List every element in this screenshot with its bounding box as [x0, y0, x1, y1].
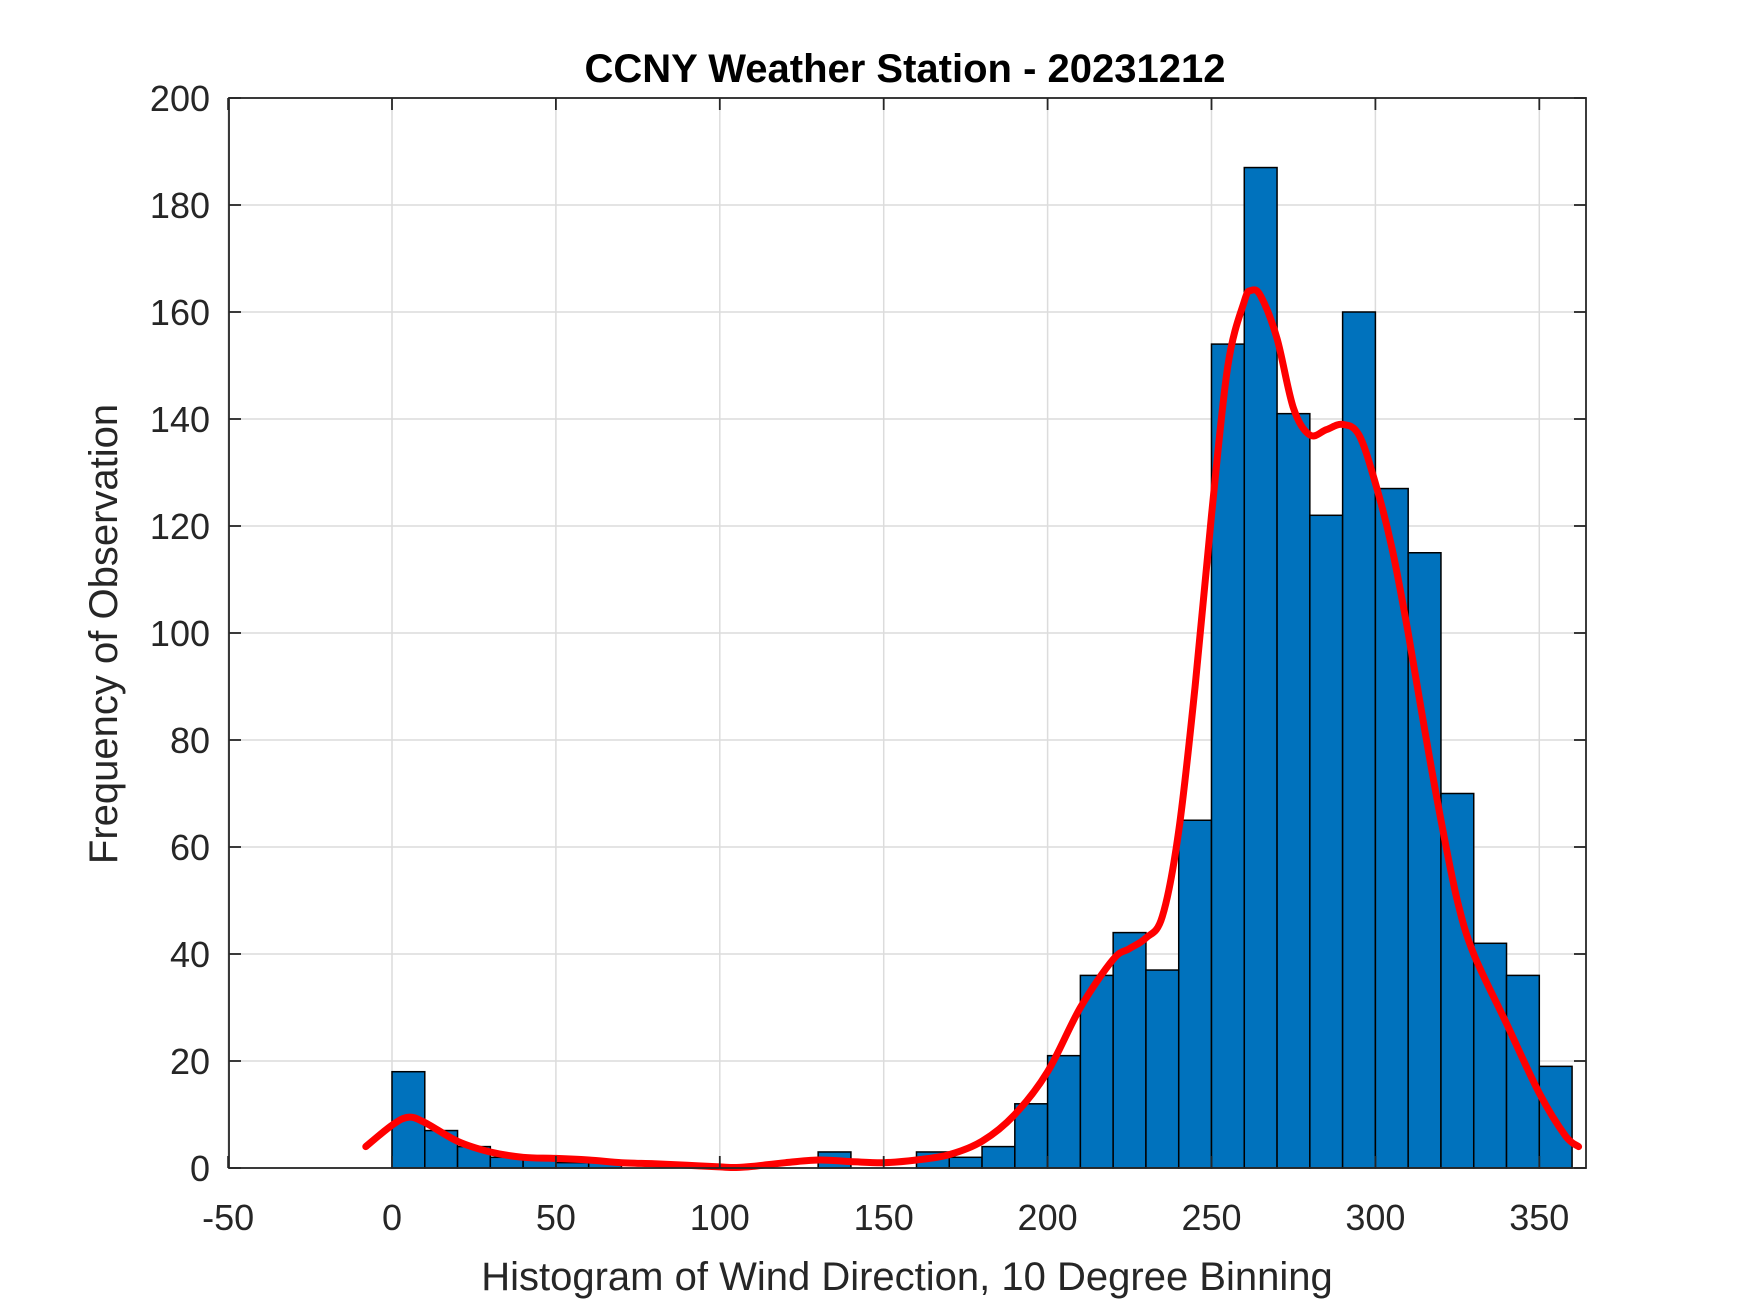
y-tick-label: 100 — [150, 613, 210, 654]
histogram-bar — [1505, 974, 1541, 1169]
y-tick-label: 180 — [150, 185, 210, 226]
y-tick-label: 140 — [150, 399, 210, 440]
histogram-bar — [1112, 931, 1147, 1169]
histogram-bar — [948, 1156, 983, 1169]
x-tick-label: 150 — [854, 1197, 914, 1238]
chart-title: CCNY Weather Station - 20231212 — [585, 47, 1226, 91]
histogram-bar — [1243, 166, 1278, 1169]
y-axis-label: Frequency of Observation — [82, 404, 126, 864]
x-tick-label: 50 — [536, 1197, 576, 1238]
x-tick-labels: -50 0 50 100 150 200 250 300 350 — [202, 1197, 1569, 1238]
x-tick-label: 0 — [382, 1197, 402, 1238]
y-tick-label: 60 — [170, 827, 210, 868]
histogram-bar — [1145, 969, 1180, 1169]
y-tick-labels: 0 20 40 60 80 100 120 140 160 180 200 — [150, 78, 210, 1189]
x-tick-label: 350 — [1509, 1197, 1569, 1238]
y-tick-label: 20 — [170, 1041, 210, 1082]
y-tick-label: 80 — [170, 720, 210, 761]
y-tick-label: 120 — [150, 506, 210, 547]
y-tick-label: 200 — [150, 78, 210, 119]
histogram-bar — [1177, 819, 1213, 1169]
x-tick-label: 200 — [1018, 1197, 1078, 1238]
histogram-bar — [1276, 412, 1311, 1169]
y-tick-label: 160 — [150, 292, 210, 333]
x-axis-label: Histogram of Wind Direction, 10 Degree B… — [481, 1255, 1333, 1299]
x-tick-label: -50 — [202, 1197, 254, 1238]
density-curve — [362, 286, 1583, 1172]
x-tick-label: 250 — [1181, 1197, 1241, 1238]
histogram-bar — [1309, 514, 1344, 1169]
histogram-bars — [391, 166, 1573, 1169]
x-tick-label: 100 — [690, 1197, 750, 1238]
axis-ticks — [227, 97, 1586, 1169]
y-tick-label: 40 — [170, 934, 210, 975]
histogram-bar — [1046, 1054, 1082, 1169]
x-tick-label: 300 — [1345, 1197, 1405, 1238]
y-tick-label: 0 — [190, 1148, 210, 1189]
histogram-bar — [1472, 942, 1508, 1169]
histogram-bar — [981, 1145, 1016, 1169]
